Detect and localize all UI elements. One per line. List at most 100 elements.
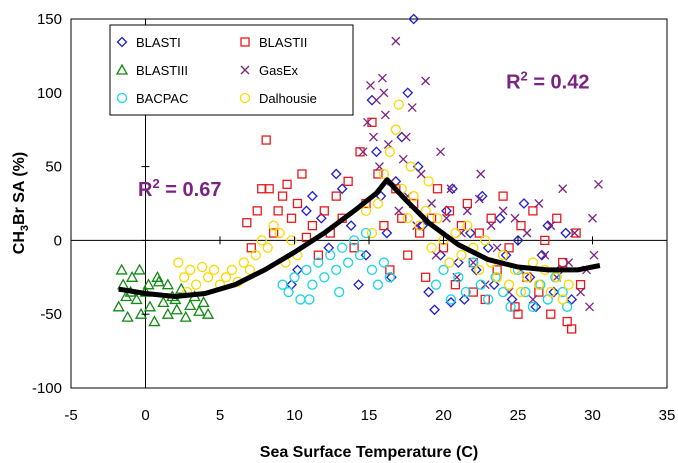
data-point [301, 205, 312, 217]
data-point [420, 205, 431, 217]
data-point [506, 294, 518, 305]
data-point [379, 220, 389, 231]
legend-marker [240, 37, 250, 47]
data-point [408, 13, 420, 25]
data-point [256, 235, 267, 246]
legend-label: BLASTI [136, 35, 181, 50]
data-point [480, 235, 491, 246]
data-point [398, 154, 408, 164]
data-point [483, 294, 494, 305]
fit-curve [118, 177, 601, 299]
x-tick-label: 0 [141, 407, 149, 424]
data-point [530, 301, 542, 313]
data-point [112, 300, 125, 312]
data-point [371, 95, 381, 105]
data-point [343, 176, 353, 187]
legend-label: BLASTIII [136, 63, 188, 78]
data-point [373, 169, 383, 179]
data-point [262, 242, 273, 253]
data-point [277, 279, 288, 290]
data-point [476, 190, 488, 202]
data-point [179, 272, 190, 283]
data-point [408, 190, 419, 202]
data-point [390, 124, 401, 135]
data-point [125, 270, 139, 282]
annotation-r2-left: R2 = 0.67 [138, 176, 221, 201]
data-point [494, 212, 506, 224]
data-point [301, 264, 312, 276]
data-point [268, 228, 279, 238]
data-point [536, 249, 548, 261]
x-tick-label: 20 [435, 407, 452, 424]
x-axis-title: Sea Surface Temperature (C) [260, 444, 478, 461]
data-point [510, 213, 520, 223]
legend-item-dalhousie: Dalhousie [239, 91, 317, 106]
data-point [412, 221, 422, 231]
data-point [330, 168, 342, 180]
data-point [286, 235, 297, 246]
data-point [313, 250, 323, 260]
data-point [323, 242, 335, 254]
legend-marker [115, 63, 129, 75]
data-point [456, 220, 467, 231]
data-point [460, 286, 472, 298]
x-tick-label: 10 [286, 407, 303, 424]
data-point [416, 169, 426, 179]
data-point [474, 264, 485, 276]
data-point [427, 199, 437, 208]
legend-label: BLASTII [259, 35, 307, 50]
data-point [115, 263, 128, 275]
data-point [486, 213, 496, 223]
data-point [542, 220, 554, 232]
data-point [498, 206, 508, 216]
data-point [575, 280, 586, 290]
data-point [148, 315, 161, 327]
data-point [515, 286, 527, 298]
data-point [421, 76, 431, 86]
data-point [337, 242, 348, 253]
data-point [313, 257, 324, 268]
data-point [521, 272, 533, 283]
data-point [334, 286, 345, 298]
data-point [286, 213, 297, 223]
data-point [407, 103, 417, 113]
data-point [151, 270, 164, 282]
data-point [594, 179, 603, 189]
data-point [372, 279, 384, 290]
x-tick-label: 30 [584, 407, 601, 424]
data-point [301, 232, 312, 243]
data-point [545, 286, 556, 298]
data-point [120, 290, 133, 302]
data-point [220, 272, 232, 283]
data-point [456, 250, 467, 261]
data-point [430, 279, 442, 290]
data-point [462, 198, 472, 209]
data-point [379, 88, 389, 98]
data-point [528, 206, 538, 216]
data-point [121, 310, 134, 322]
data-point [464, 227, 476, 239]
data-point [307, 220, 318, 231]
data-point [423, 176, 434, 187]
data-point [470, 264, 482, 276]
data-point [292, 198, 303, 209]
legend: BLASTI BLASTII BLASTIII GasEx BACPAC Dalhousi… [109, 24, 354, 116]
data-point [486, 221, 496, 231]
data-point [414, 220, 425, 231]
data-point [540, 250, 550, 260]
data-point [197, 296, 210, 308]
data-point [452, 257, 464, 268]
data-point [360, 249, 372, 261]
data-point [403, 250, 413, 260]
data-point [349, 243, 359, 253]
data-point [336, 183, 348, 195]
data-point [273, 206, 283, 216]
data-point [548, 286, 560, 298]
data-point [353, 279, 364, 291]
data-point [504, 243, 514, 253]
legend-item-blasti: BLASTI [116, 35, 181, 50]
data-point [244, 264, 255, 276]
data-point [497, 286, 509, 298]
data-point [226, 264, 238, 276]
